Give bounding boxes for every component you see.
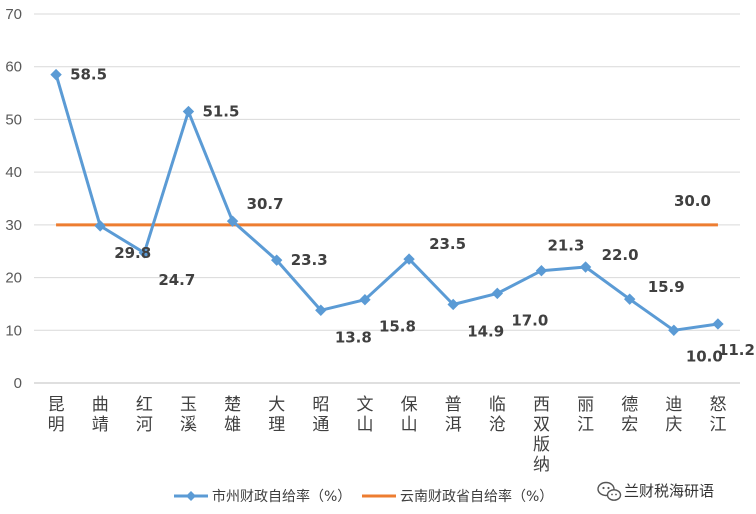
data-label: 15.8 bbox=[379, 318, 416, 336]
data-markers bbox=[50, 68, 724, 336]
legend-label-province: 云南财政省自给率（%） bbox=[400, 488, 553, 505]
data-label: 10.0 bbox=[686, 347, 723, 365]
y-tick-label: 50 bbox=[5, 111, 22, 128]
data-point bbox=[182, 105, 195, 118]
data-label: 23.3 bbox=[291, 251, 328, 269]
series-lines bbox=[54, 74, 719, 332]
data-point bbox=[447, 298, 459, 311]
x-tick-label: 玉溪 bbox=[180, 395, 197, 435]
data-label: 30.7 bbox=[247, 195, 284, 213]
x-tick-label: 保山 bbox=[401, 395, 418, 435]
data-label: 23.5 bbox=[429, 235, 466, 253]
y-tick-label: 20 bbox=[5, 270, 22, 287]
data-label: 24.7 bbox=[158, 271, 195, 289]
y-tick-label: 60 bbox=[5, 59, 22, 76]
data-label: 13.8 bbox=[335, 328, 372, 346]
data-point bbox=[315, 304, 327, 316]
x-tick-label: 丽江 bbox=[577, 395, 594, 435]
data-label-province: 30.0 bbox=[674, 192, 711, 210]
y-tick-label: 10 bbox=[5, 322, 22, 339]
data-point bbox=[491, 287, 504, 300]
data-point bbox=[668, 324, 680, 336]
y-tick-label: 30 bbox=[5, 217, 22, 234]
legend: 市州财政自给率（%） 云南财政省自给率（%） bbox=[174, 488, 553, 505]
legend-label-prefecture: 市州财政自给率（%） bbox=[212, 488, 351, 505]
data-point bbox=[359, 294, 371, 306]
x-tick-label: 大理 bbox=[268, 395, 285, 435]
y-axis-ticks: 0 10 20 30 40 50 60 70 bbox=[5, 6, 22, 392]
data-labels: 58.5 29.8 24.7 51.5 30.7 23.3 13.8 15.8 23.5 14.9… bbox=[70, 66, 755, 366]
data-label: 15.9 bbox=[648, 278, 685, 296]
x-tick-label: 怒江 bbox=[709, 395, 726, 435]
x-tick-label: 普洱 bbox=[445, 395, 462, 435]
watermark: 兰财税海研语 bbox=[597, 481, 714, 501]
legend-marker-prefecture bbox=[186, 491, 196, 501]
data-label: 14.9 bbox=[467, 322, 504, 340]
data-point bbox=[403, 253, 415, 265]
y-tick-label: 0 bbox=[14, 375, 22, 392]
data-label: 17.0 bbox=[511, 311, 548, 329]
data-label: 51.5 bbox=[202, 103, 239, 121]
x-tick-label: 文山 bbox=[356, 395, 373, 435]
x-tick-label: 德宏 bbox=[621, 395, 638, 435]
x-tick-label: 昭通 bbox=[312, 395, 329, 435]
y-tick-label: 70 bbox=[5, 6, 22, 23]
data-point bbox=[623, 293, 636, 305]
data-point bbox=[50, 68, 62, 81]
data-point bbox=[535, 265, 548, 277]
data-point bbox=[226, 215, 239, 227]
x-tick-label: 楚雄 bbox=[224, 395, 241, 435]
data-point bbox=[138, 247, 151, 259]
data-label: 29.8 bbox=[114, 244, 151, 262]
data-label: 21.3 bbox=[547, 237, 584, 255]
data-point bbox=[579, 261, 592, 273]
watermark-text: 兰财税海研语 bbox=[624, 482, 714, 500]
wechat-icon bbox=[597, 481, 622, 501]
x-tick-label: 西双版纳 bbox=[533, 395, 550, 475]
data-label: 58.5 bbox=[70, 66, 107, 84]
x-tick-label: 红河 bbox=[136, 395, 153, 435]
data-point bbox=[270, 254, 283, 266]
data-label: 11.2 bbox=[718, 341, 755, 359]
x-tick-label: 昆明 bbox=[48, 395, 65, 435]
data-point bbox=[712, 318, 724, 330]
series-line-prefecture bbox=[54, 74, 719, 332]
x-tick-label: 临沧 bbox=[489, 395, 506, 435]
data-point bbox=[94, 220, 106, 232]
data-label: 22.0 bbox=[602, 246, 639, 264]
x-tick-label: 曲靖 bbox=[92, 395, 109, 435]
x-tick-label: 迪庆 bbox=[665, 395, 682, 435]
y-tick-label: 40 bbox=[5, 164, 22, 181]
